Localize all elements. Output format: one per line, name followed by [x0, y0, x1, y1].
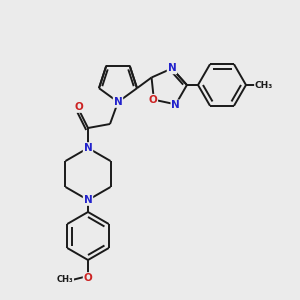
Text: CH₃: CH₃	[57, 275, 73, 284]
Text: O: O	[75, 102, 83, 112]
Text: N: N	[84, 195, 92, 205]
Text: CH₃: CH₃	[255, 80, 273, 89]
Text: O: O	[84, 273, 92, 283]
Text: N: N	[171, 100, 180, 110]
Text: N: N	[168, 63, 176, 74]
Text: O: O	[148, 95, 157, 105]
Text: N: N	[114, 97, 122, 107]
Text: N: N	[84, 143, 92, 153]
